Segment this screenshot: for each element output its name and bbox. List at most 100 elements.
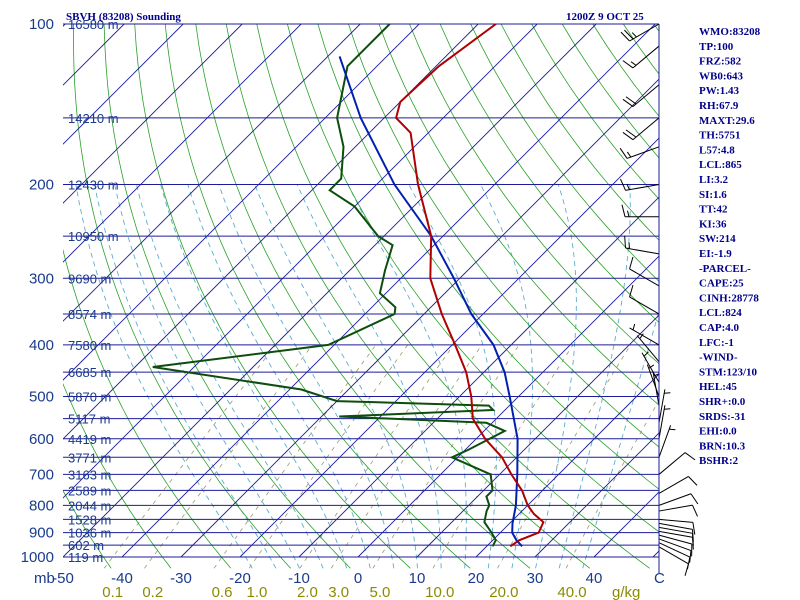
isotherm-line (63, 24, 479, 440)
dry-adiabat (63, 489, 112, 569)
isotherm-line (63, 24, 184, 145)
moist-adiabat (480, 184, 533, 569)
mixing-ratio-tick-label: 3.0 (328, 584, 349, 600)
pressure-tick-label: 900 (29, 525, 54, 542)
index-value: HEL:45 (699, 381, 737, 393)
pressure-tick-label: 1000 (21, 549, 54, 566)
index-value: -WIND- (699, 352, 738, 364)
index-value: L57:4.8 (699, 144, 735, 156)
dry-adiabat (63, 383, 172, 569)
temperature-tick-label: 30 (527, 570, 544, 587)
isobars (63, 23, 659, 558)
index-value: TH:5751 (699, 130, 741, 142)
height-tick-label: 3163 m (68, 467, 111, 482)
moist-adiabat (296, 184, 442, 569)
isotherm-line (63, 24, 243, 204)
wind-barb (641, 351, 660, 383)
pressure-tick-label: 300 (29, 270, 54, 287)
mixing-ratio-tick-label: 40.0 (557, 584, 586, 600)
height-tick-label: 4419 m (68, 432, 111, 447)
wind-barb (658, 452, 696, 475)
temperature-tick-label: 0 (354, 570, 362, 587)
sounding-profiles (152, 24, 545, 548)
dry-adiabat (470, 24, 659, 282)
moist-adiabat (94, 184, 277, 569)
pressure-unit-label: mb (34, 570, 55, 587)
temperature-tick-label: -50 (52, 570, 74, 587)
height-tick-label: 10950 m (68, 229, 119, 244)
wind-barb (646, 364, 660, 397)
index-value: -PARCEL- (699, 263, 751, 275)
moist-adiabat (75, 184, 253, 569)
index-value: LFC:-1 (699, 337, 734, 349)
stability-indices-panel: WMO:83208 TP:100 FRZ:582 WB0:643 PW:1.43 RH:6… (699, 26, 761, 467)
index-value: CAPE:25 (699, 278, 744, 290)
isotherm-line (63, 24, 302, 263)
isotherm-line (63, 24, 538, 499)
index-value: SI:1.6 (699, 189, 727, 201)
isotherm-line (357, 255, 659, 558)
dry-adiabats (63, 24, 659, 569)
wind-barb (629, 256, 660, 287)
dry-adiabat (317, 24, 659, 490)
isotherm-line (63, 24, 420, 381)
wind-barb (658, 389, 671, 423)
dry-adiabat (439, 24, 659, 324)
wind-barb (620, 23, 660, 42)
dry-adiabat (73, 24, 291, 569)
index-value: TP:100 (699, 41, 734, 53)
wind-barb (658, 476, 698, 494)
mixing-ratio-line (299, 344, 454, 569)
isotherm-line (180, 78, 659, 558)
temperature-tick-label: 20 (468, 570, 485, 587)
mixing-ratio-tick-label: 10.0 (425, 584, 454, 600)
dry-adiabat (164, 24, 471, 569)
wind-barb (658, 538, 692, 563)
mixing-ratio-tick-label: 1.0 (247, 584, 268, 600)
dry-adiabat (225, 24, 591, 569)
height-tick-label: 5117 m (68, 412, 110, 427)
isotherm-line (475, 373, 659, 558)
index-value: FRZ:582 (699, 56, 742, 68)
moist-adiabat (114, 184, 300, 569)
mixing-ratio-tick-label: 2.0 (297, 584, 318, 600)
moist-adiabats (75, 184, 659, 569)
height-tick-label: 119 m (68, 550, 103, 565)
chart-datetime: 1200Z 9 OCT 25 (566, 11, 644, 23)
height-tick-label: 3771 m (68, 450, 111, 465)
index-value: KI:36 (699, 218, 727, 230)
index-value: PW:1.43 (699, 85, 740, 97)
pressure-tick-label: 800 (29, 497, 54, 514)
temperature-tick-label: -30 (170, 570, 192, 587)
wind-barb (622, 117, 660, 141)
dry-adiabat (103, 24, 351, 569)
index-value: CINH:28778 (699, 292, 759, 304)
mixing-ratio-tick-label: 0.1 (102, 584, 123, 600)
temperature-tick-label: 10 (409, 570, 426, 587)
dry-adiabat (134, 24, 411, 569)
height-tick-label: 1036 m (68, 526, 111, 541)
wind-barb (658, 522, 694, 542)
mixing-ratio-line (330, 344, 483, 569)
isotherm-line (416, 314, 659, 558)
isotherms (63, 24, 659, 558)
height-tick-label: 7580 m (68, 338, 111, 353)
index-value: EHI:0.0 (699, 426, 737, 438)
isotherm-line (63, 24, 597, 558)
wind-barb (658, 518, 696, 535)
mixing-ratio-tick-label: 5.0 (370, 584, 391, 600)
dry-adiabat (409, 24, 659, 365)
height-tick-label: 602 m (68, 538, 104, 553)
index-value: LI:3.2 (699, 174, 729, 186)
height-tick-label: 2589 m (68, 483, 111, 498)
height-tick-label: 12430 m (68, 177, 119, 192)
pressure-tick-label: 500 (29, 389, 54, 406)
dry-adiabat (195, 24, 531, 569)
pressure-tick-label: 100 (29, 16, 54, 33)
wind-barb (624, 235, 660, 255)
mixing-ratio-line (372, 344, 520, 569)
index-value: BRN:10.3 (699, 440, 746, 452)
temperature-unit-label: C (654, 570, 665, 587)
